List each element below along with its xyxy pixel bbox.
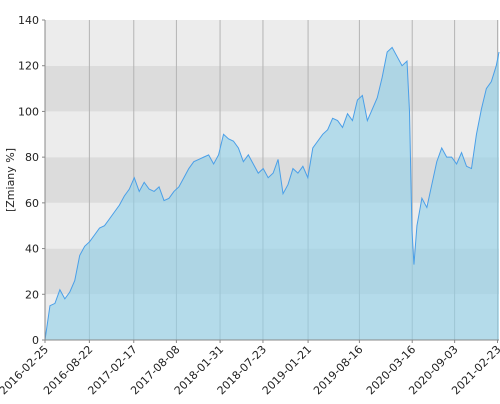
y-tick-label: 40 xyxy=(25,243,39,256)
y-axis-label: [Zmiany %] xyxy=(4,148,17,212)
area-fill xyxy=(45,47,499,341)
y-tick-label: 100 xyxy=(18,105,39,118)
grid-band xyxy=(45,111,499,158)
y-tick-label: 60 xyxy=(25,197,39,210)
y-tick-label: 20 xyxy=(25,288,39,301)
y-tick-label: 80 xyxy=(25,151,39,164)
y-tick-label: 140 xyxy=(18,14,39,27)
y-tick-label: 0 xyxy=(32,334,39,347)
grid-band xyxy=(45,65,499,112)
y-tick-label: 120 xyxy=(18,60,39,73)
grid-band xyxy=(45,20,499,66)
line xyxy=(44,46,500,341)
x-tick-label: 2019-08-16 xyxy=(311,343,365,397)
